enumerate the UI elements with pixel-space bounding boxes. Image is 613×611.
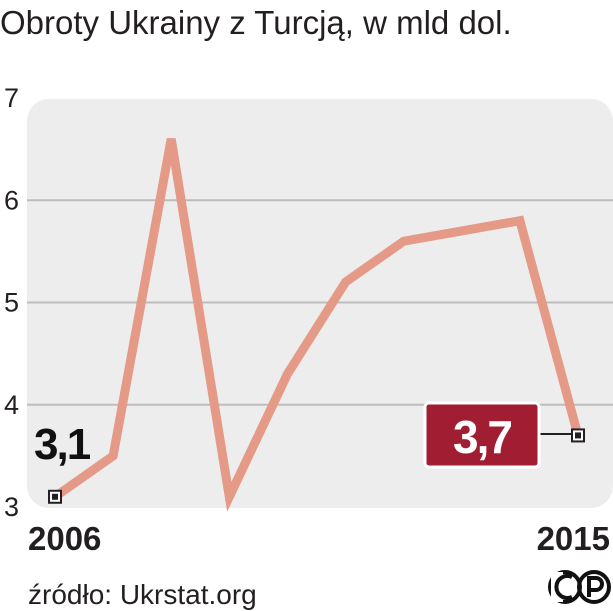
start-value-label: 3,1 [34, 420, 91, 469]
end-value-box [423, 401, 541, 469]
end-value-label: 3,7 [453, 411, 511, 463]
data-point-center-2015 [575, 432, 581, 439]
y-tick-label-4: 4 [4, 390, 19, 420]
x-tick-label-end: 2015 [537, 520, 610, 557]
data-point-center-2006 [52, 493, 58, 500]
data-points [48, 428, 585, 504]
cp-logo [548, 570, 611, 604]
y-tick-label-7: 7 [4, 83, 19, 113]
source-note: źródło: Ukrstat.org [28, 579, 257, 610]
chart-title: Obroty Ukrainy z Turcją, w mld dol. [0, 4, 512, 41]
y-tick-label-3: 3 [4, 492, 19, 522]
x-tick-label-start: 2006 [28, 520, 101, 557]
y-axis-ticks: 3 4 5 6 7 [4, 83, 19, 522]
y-tick-label-5: 5 [4, 288, 19, 318]
y-tick-label-6: 6 [4, 185, 19, 215]
series-line [52, 138, 583, 512]
